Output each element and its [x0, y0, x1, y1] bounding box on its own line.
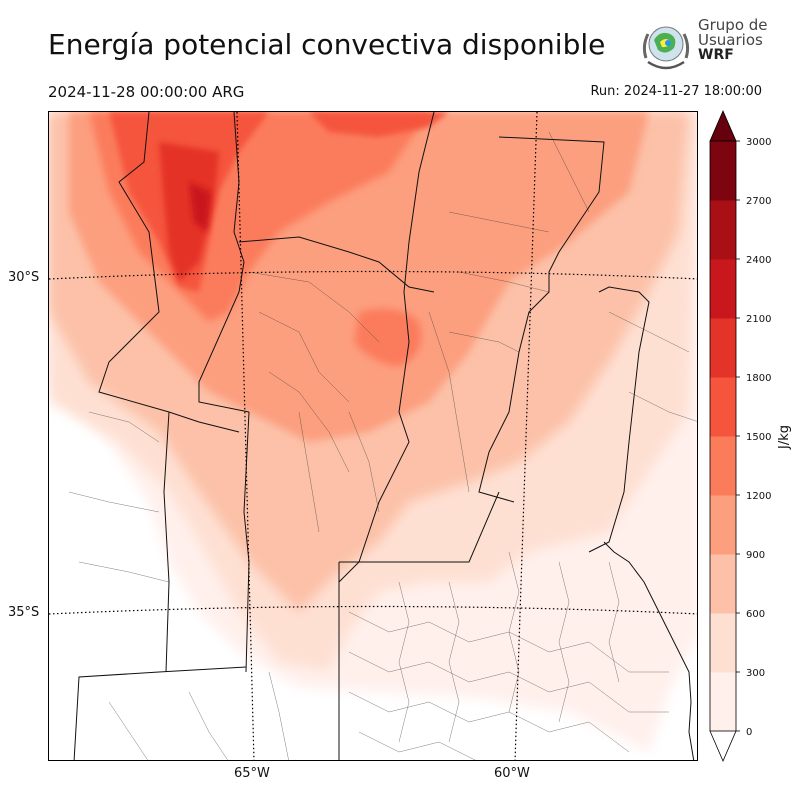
colorbar-segment — [710, 672, 736, 732]
colorbar-tick-label: 2400 — [746, 255, 771, 266]
colorbar-over-arrow — [709, 109, 737, 142]
colorbar-segment — [710, 436, 736, 496]
logo-line-3: WRF — [698, 47, 734, 63]
colorbar-tick-label: 1500 — [746, 432, 771, 443]
colorbar-tick-label: 2700 — [746, 196, 771, 207]
lat-label-35: 35°S — [8, 605, 40, 620]
colorbar-tick-label: 600 — [746, 609, 765, 620]
colorbar-segment — [710, 495, 736, 555]
cape-level-1200-east — [354, 308, 422, 367]
cape-level-1500-north — [309, 112, 449, 137]
colorbar-segment — [710, 613, 736, 673]
colorbar-segment — [710, 554, 736, 614]
colorbar-segment — [710, 200, 736, 260]
colorbar-tick-label: 1200 — [746, 491, 771, 502]
cape-map — [48, 111, 698, 761]
lat-label-30: 30°S — [8, 270, 40, 285]
colorbar-tick-label: 900 — [746, 550, 765, 561]
page-title: Energía potencial convectiva disponible — [48, 28, 606, 61]
colorbar: 0 300 600 900 1200 1500 1800 2100 2400 2700 3000 J… — [700, 105, 800, 770]
colorbar-tick-label: 0 — [746, 727, 752, 738]
globe-icon — [642, 26, 690, 70]
wrf-logo: Grupo de Usuarios WRF — [638, 18, 768, 74]
colorbar-tick-label: 300 — [746, 668, 765, 679]
graticule — [49, 112, 697, 760]
cape-field — [49, 112, 697, 752]
colorbar-tick-label: 2100 — [746, 314, 771, 325]
cape-level-1800 — [159, 142, 219, 282]
colorbar-segment — [710, 141, 736, 201]
colorbar-segment — [710, 318, 736, 378]
valid-time: 2024-11-28 00:00:00 ARG — [48, 83, 245, 101]
colorbar-segment — [710, 259, 736, 319]
colorbar-svg: 0 300 600 900 1200 1500 1800 2100 2400 2700 3000 J… — [709, 109, 792, 763]
lon-label-65: 65°W — [234, 766, 270, 781]
logo-line-1: Grupo de — [698, 16, 768, 34]
coastline — [603, 541, 695, 760]
map-canvas — [49, 112, 697, 760]
colorbar-under-arrow — [709, 730, 737, 763]
cape-level-2100 — [189, 182, 211, 232]
colorbar-unit: J/kg — [777, 425, 792, 450]
province-borders — [73, 112, 650, 760]
lon-label-60: 60°W — [494, 766, 530, 781]
department-borders — [68, 131, 697, 760]
colorbar-tick-label: 3000 — [746, 137, 771, 148]
run-time: Run: 2024-11-27 18:00:00 — [590, 84, 762, 99]
logo-line-2: Usuarios — [698, 31, 763, 49]
colorbar-tick-label: 1800 — [746, 373, 771, 384]
colorbar-segment — [710, 377, 736, 437]
